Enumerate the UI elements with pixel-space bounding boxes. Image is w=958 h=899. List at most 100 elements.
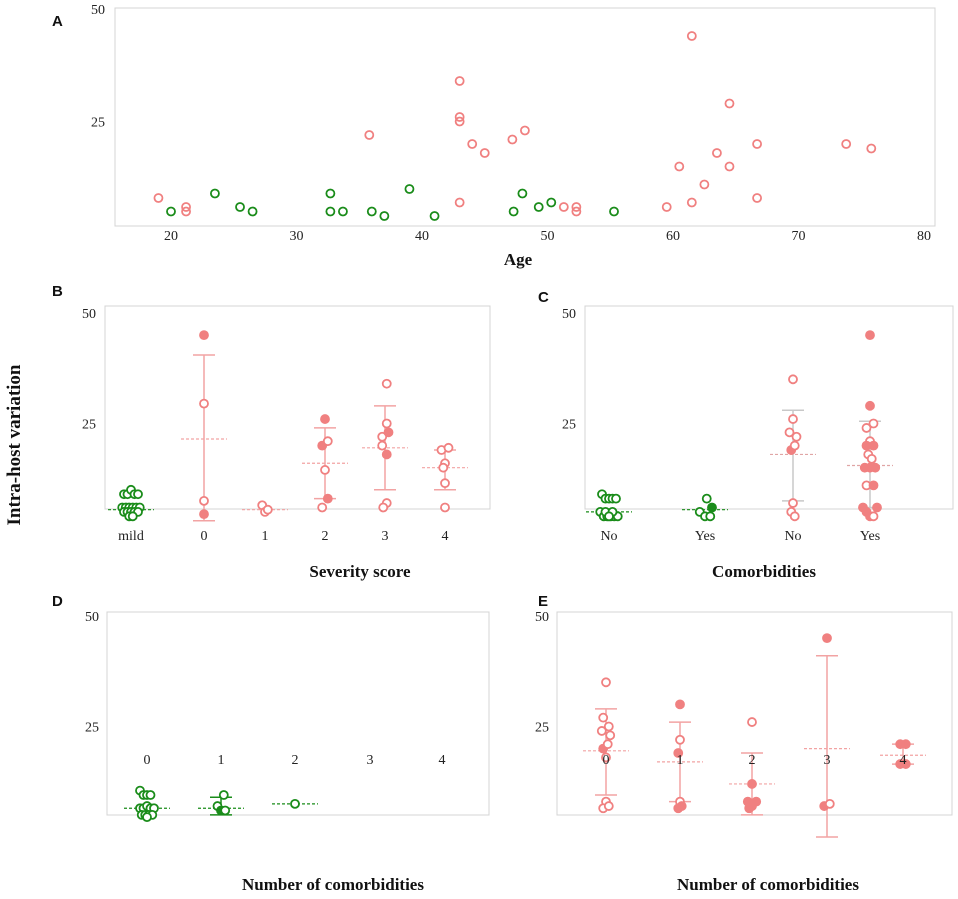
data-point <box>520 125 530 136</box>
data-point <box>900 759 911 769</box>
data-point <box>377 440 388 451</box>
y-tick-label: 50 <box>82 307 96 322</box>
y-tick-label: 25 <box>82 418 96 433</box>
data-point <box>701 493 712 504</box>
data-point <box>479 148 490 158</box>
data-point <box>199 398 209 409</box>
data-point <box>443 442 454 453</box>
data-point <box>872 502 882 513</box>
data-point <box>247 206 258 217</box>
data-point <box>686 31 697 41</box>
data-point <box>676 801 687 811</box>
data-point <box>317 502 328 513</box>
data-point <box>788 374 798 385</box>
data-point <box>181 206 191 217</box>
data-point <box>603 721 614 732</box>
data-point <box>602 739 613 750</box>
panel-letter-e: E <box>538 593 548 610</box>
data-point <box>900 739 911 750</box>
data-point <box>181 202 191 212</box>
shared-y-axis-label: Intra-host variation <box>4 364 25 525</box>
panel-e-marks <box>583 633 926 838</box>
y-tick-label: 25 <box>91 116 105 131</box>
data-point <box>788 498 798 508</box>
panel-c-frame <box>584 305 954 510</box>
panel-d-x-axis-title: Number of comorbidities <box>242 875 424 894</box>
panel-a-ticks: 25 50 20 30 40 50 60 70 80 <box>91 3 931 244</box>
data-point <box>404 184 415 194</box>
data-point <box>199 330 209 341</box>
data-point <box>675 734 685 745</box>
data-point <box>210 188 220 199</box>
data-point <box>517 188 528 199</box>
data-point <box>603 801 614 811</box>
data-point <box>866 143 877 154</box>
y-tick-label: 25 <box>562 418 576 433</box>
y-tick-label: 25 <box>85 721 99 736</box>
data-point <box>322 436 333 447</box>
panel-d-marks <box>124 785 318 823</box>
data-point <box>440 502 450 513</box>
data-point <box>601 677 611 688</box>
data-point <box>366 206 377 217</box>
data-point <box>199 495 209 506</box>
data-point <box>218 790 229 800</box>
data-point <box>868 440 879 451</box>
panel-letter-b: B <box>52 283 63 300</box>
data-point <box>467 139 478 149</box>
data-point <box>153 193 164 203</box>
data-point <box>127 511 138 522</box>
data-point <box>508 206 519 217</box>
panel-b-ticks: 25 50 mild 0 1 2 3 4 <box>82 307 449 544</box>
x-tick-label: 20 <box>164 229 178 244</box>
data-point <box>429 211 440 221</box>
data-point <box>870 462 881 473</box>
data-point <box>609 206 619 217</box>
data-point <box>320 414 330 424</box>
data-point <box>712 148 722 158</box>
data-point <box>686 197 697 208</box>
panel-a-marks <box>153 31 877 221</box>
data-point <box>861 423 872 433</box>
data-point <box>507 134 518 145</box>
panel-a: A 25 50 20 30 40 50 60 70 80 Age <box>52 3 936 269</box>
data-point <box>338 206 348 217</box>
data-point <box>699 179 710 190</box>
y-tick-label: 25 <box>535 721 549 736</box>
data-point <box>865 330 875 341</box>
x-tick-label: mild <box>118 529 144 544</box>
panel-a-x-axis-title: Age <box>504 250 533 269</box>
panel-letter-d: D <box>52 593 63 610</box>
x-tick-label: 4 <box>900 753 907 768</box>
data-point <box>789 511 800 522</box>
data-point <box>747 779 757 789</box>
data-point <box>865 400 875 411</box>
data-point <box>199 509 209 520</box>
data-point <box>454 112 465 122</box>
data-point <box>822 633 832 643</box>
data-point <box>601 752 611 763</box>
x-tick-label: 3 <box>367 753 374 768</box>
data-point <box>262 504 273 515</box>
data-point <box>752 139 762 149</box>
data-point <box>752 193 762 203</box>
panel-c-x-axis-title: Comorbidities <box>712 562 816 581</box>
panel-b-frame <box>104 305 491 510</box>
data-point <box>440 478 450 489</box>
panel-a-frame <box>114 7 936 227</box>
x-tick-label: 50 <box>541 229 555 244</box>
data-point <box>868 511 879 522</box>
data-point <box>661 202 672 212</box>
y-tick-label: 50 <box>85 610 99 625</box>
data-point <box>454 197 465 208</box>
data-point <box>533 202 544 212</box>
data-point <box>841 139 852 149</box>
panel-b-marks <box>108 330 468 522</box>
data-point <box>596 726 607 736</box>
panel-d-frame <box>106 611 490 816</box>
data-point <box>166 206 176 217</box>
x-tick-label: 4 <box>442 529 449 544</box>
data-point <box>571 202 582 212</box>
data-point <box>747 717 757 727</box>
